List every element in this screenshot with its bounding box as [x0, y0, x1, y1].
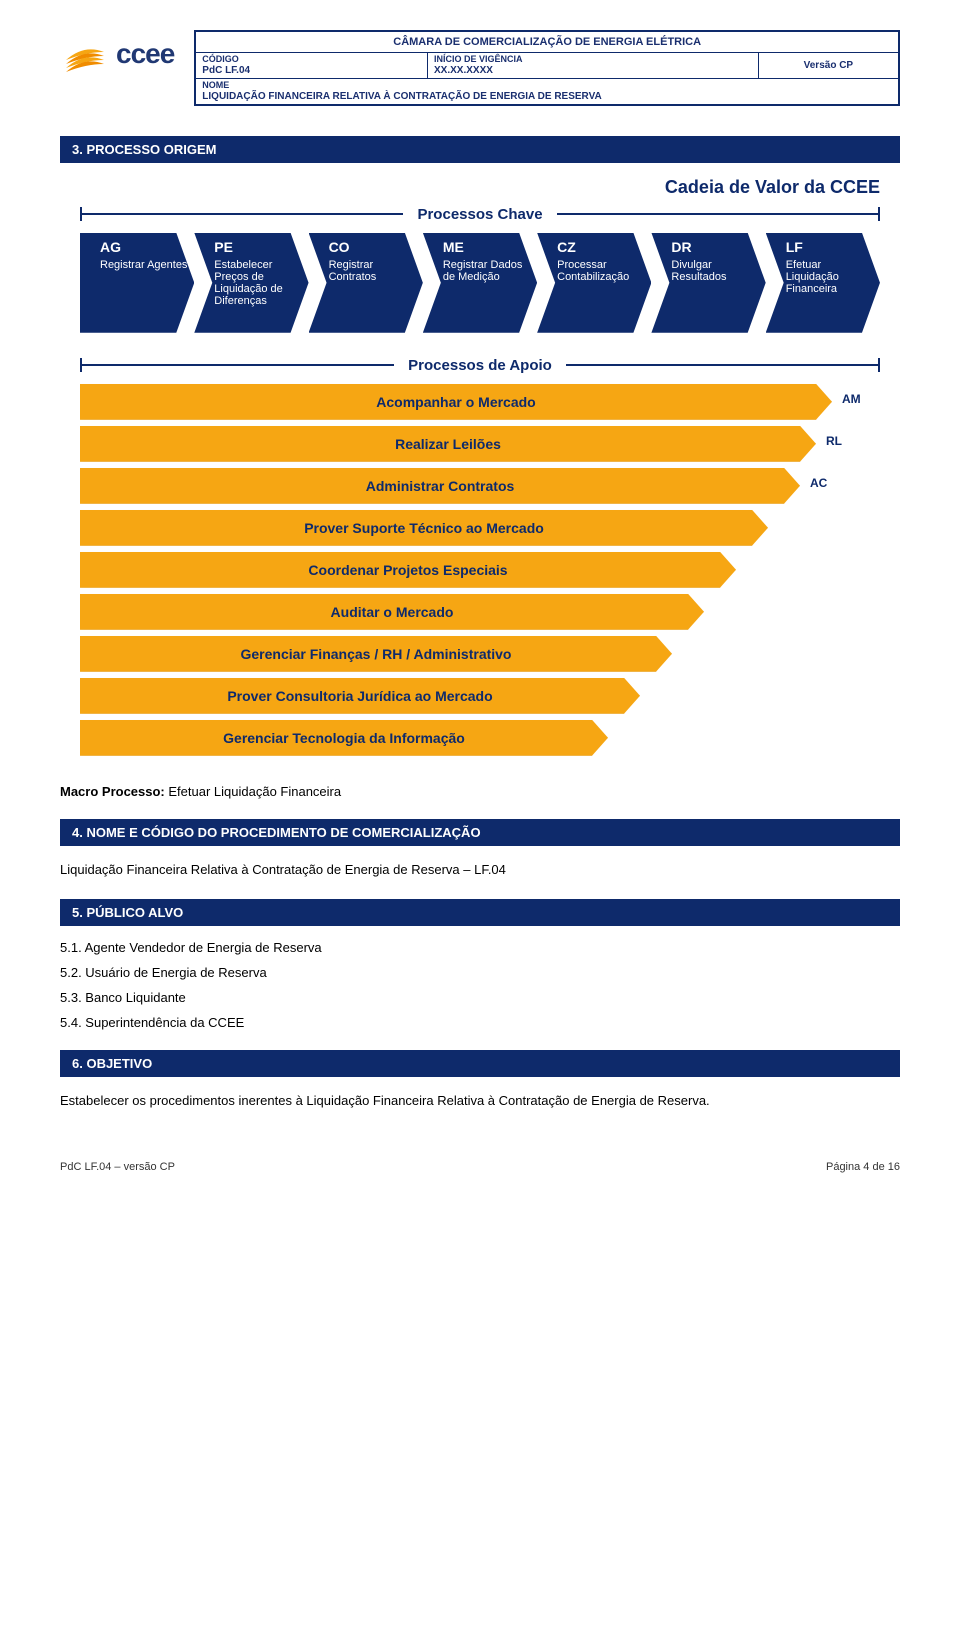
support-item-label: Gerenciar Tecnologia da Informação [80, 720, 608, 756]
support-item-wrap: Gerenciar Finanças / RH / Administrativo [80, 636, 880, 672]
support-item-label: Auditar o Mercado [80, 594, 704, 630]
support-item-code: RL [826, 434, 842, 448]
chevron-code: CZ [557, 239, 647, 255]
value-chain-title: Cadeia de Valor da CCEE [60, 177, 900, 198]
chevron-label: Registrar Dados de Medição [443, 259, 522, 283]
section-6-bar: 6. OBJETIVO [60, 1050, 900, 1077]
inicio-label: INÍCIO DE VIGÊNCIA [434, 55, 752, 65]
support-item-label: Acompanhar o Mercado [80, 384, 832, 420]
macro-process-line: Macro Processo: Efetuar Liquidação Finan… [60, 784, 900, 799]
logo: ccee [60, 30, 174, 78]
nome-value: LIQUIDAÇÃO FINANCEIRA RELATIVA À CONTRAT… [202, 91, 892, 102]
support-item-label: Realizar Leilões [80, 426, 816, 462]
process-chevron-me: ME Registrar Dados de Medição [423, 233, 537, 333]
section-4-bar: 4. NOME E CÓDIGO DO PROCEDIMENTO DE COME… [60, 819, 900, 846]
support-item-wrap: Gerenciar Tecnologia da Informação [80, 720, 880, 756]
process-chevron-lf: LF Efetuar Liquidação Financeira [766, 233, 880, 333]
logo-swirl-icon [60, 30, 108, 78]
nome-label: NOME [202, 81, 892, 91]
chevron-code: DR [671, 239, 761, 255]
process-chevron-cz: CZ Processar Contabilização [537, 233, 651, 333]
chevron-code: AG [100, 239, 190, 255]
logo-text: ccee [116, 38, 174, 70]
macro-label: Macro Processo: [60, 784, 165, 799]
chevron-label: Divulgar Resultados [671, 259, 726, 283]
chevron-code: PE [214, 239, 304, 255]
support-item-label: Administrar Contratos [80, 468, 800, 504]
section-6-text: Estabelecer os procedimentos inerentes à… [60, 1091, 900, 1111]
macro-value: Efetuar Liquidação Financeira [168, 784, 341, 799]
support-item-code: AM [842, 392, 861, 406]
support-item-wrap: Prover Suporte Técnico ao Mercado [80, 510, 880, 546]
chevron-label: Processar Contabilização [557, 259, 629, 283]
process-chevron-ag: AG Registrar Agentes [80, 233, 194, 333]
support-item-label: Coordenar Projetos Especiais [80, 552, 736, 588]
footer-right: Página 4 de 16 [826, 1161, 900, 1173]
page-footer: PdC LF.04 – versão CP Página 4 de 16 [60, 1151, 900, 1173]
support-item-label: Prover Consultoria Jurídica ao Mercado [80, 678, 640, 714]
support-item-label: Gerenciar Finanças / RH / Administrativo [80, 636, 672, 672]
support-item-wrap: Administrar Contratos AC [80, 468, 880, 504]
chevron-code: LF [786, 239, 876, 255]
versao-label: Versão CP [804, 60, 853, 71]
publico-alvo-list: 5.1. Agente Vendedor de Energia de Reser… [60, 940, 900, 1030]
document-header: ccee CÂMARA DE COMERCIALIZAÇÃO DE ENERGI… [60, 30, 900, 106]
support-item-wrap: Coordenar Projetos Especiais [80, 552, 880, 588]
chevron-label: Efetuar Liquidação Financeira [786, 259, 839, 295]
support-item-code: AC [810, 476, 827, 490]
process-chevron-co: CO Registrar Contratos [309, 233, 423, 333]
chevron-code: ME [443, 239, 533, 255]
processos-apoio-heading: Processos de Apoio [60, 357, 900, 374]
section-5-bar: 5. PÚBLICO ALVO [60, 899, 900, 926]
support-item-wrap: Prover Consultoria Jurídica ao Mercado [80, 678, 880, 714]
process-chevron-pe: PE Estabelecer Preços de Liquidação de Di… [194, 233, 308, 333]
publico-alvo-item: 5.3. Banco Liquidante [60, 990, 900, 1005]
processos-apoio-label: Processos de Apoio [394, 357, 566, 374]
process-chevron-dr: DR Divulgar Resultados [651, 233, 765, 333]
footer-left: PdC LF.04 – versão CP [60, 1161, 175, 1173]
process-chevron-row: AG Registrar Agentes PE Estabelecer Preços … [60, 233, 900, 333]
support-item-wrap: Acompanhar o Mercado AM [80, 384, 880, 420]
support-item-wrap: Auditar o Mercado [80, 594, 880, 630]
support-process-list: Acompanhar o Mercado AM Realizar Leilões RL… [60, 384, 900, 756]
chevron-label: Estabelecer Preços de Liquidação de Dife… [214, 259, 283, 307]
processos-chave-heading: Processos Chave [60, 206, 900, 223]
publico-alvo-item: 5.4. Superintendência da CCEE [60, 1015, 900, 1030]
section-4-text: Liquidação Financeira Relativa à Contrat… [60, 860, 900, 880]
codigo-label: CÓDIGO [202, 55, 421, 65]
inicio-value: XX.XX.XXXX [434, 65, 752, 76]
publico-alvo-item: 5.2. Usuário de Energia de Reserva [60, 965, 900, 980]
publico-alvo-item: 5.1. Agente Vendedor de Energia de Reser… [60, 940, 900, 955]
support-item-wrap: Realizar Leilões RL [80, 426, 880, 462]
codigo-value: PdC LF.04 [202, 65, 421, 76]
section-3-bar: 3. PROCESSO ORIGEM [60, 136, 900, 163]
processos-chave-label: Processos Chave [403, 206, 556, 223]
chevron-code: CO [329, 239, 419, 255]
org-title: CÂMARA DE COMERCIALIZAÇÃO DE ENERGIA ELÉ… [195, 31, 899, 53]
chevron-label: Registrar Contratos [329, 259, 377, 283]
support-item-label: Prover Suporte Técnico ao Mercado [80, 510, 768, 546]
header-meta-table: CÂMARA DE COMERCIALIZAÇÃO DE ENERGIA ELÉ… [194, 30, 900, 106]
chevron-label: Registrar Agentes [100, 259, 187, 271]
